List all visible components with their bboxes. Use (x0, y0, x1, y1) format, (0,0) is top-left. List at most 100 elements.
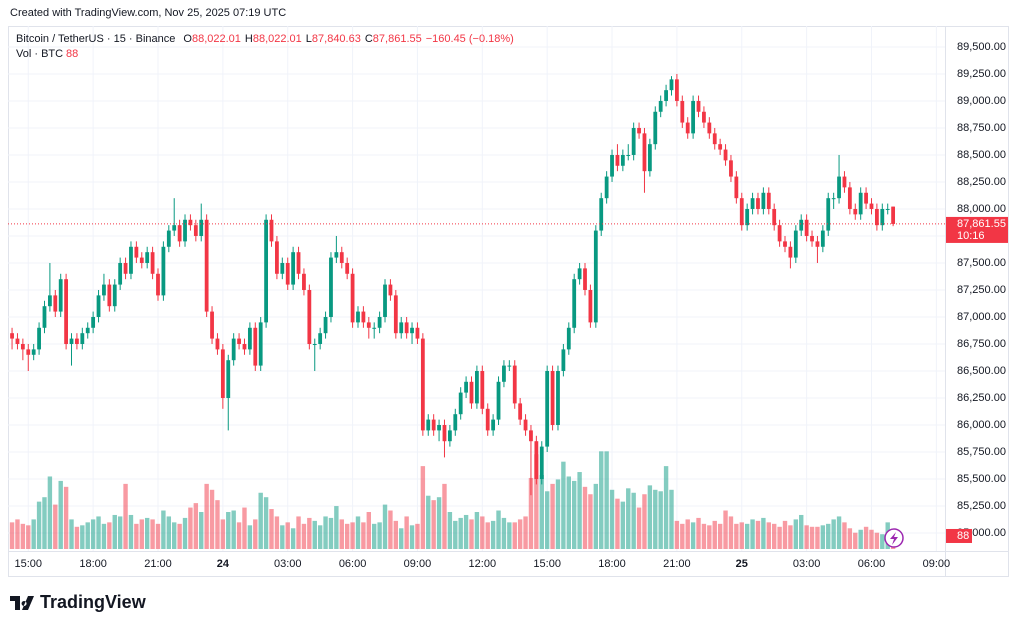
volume-bar (836, 516, 842, 549)
legend-change: −160.45 (−0.18%) (426, 33, 514, 45)
volume-bar (474, 512, 480, 549)
volume-bar (853, 532, 858, 549)
volume-bar (409, 525, 415, 549)
candle-body (637, 127, 641, 134)
volume-bar (577, 472, 582, 549)
candle-body (480, 370, 485, 409)
volume-bar (307, 517, 312, 549)
volume-bar (620, 501, 626, 549)
volume-bar (723, 510, 728, 549)
y-tick-label: 86,500.00 (957, 365, 1006, 377)
y-tick-label: 88,000.00 (957, 203, 1006, 215)
candle-body (783, 241, 787, 247)
candle-body (599, 198, 604, 231)
volume-bar (393, 520, 399, 549)
candle-body (458, 392, 463, 415)
volume-badge-label: 88 (957, 530, 969, 542)
volume-bar (571, 480, 577, 549)
x-tick-label: 12:00 (469, 558, 497, 570)
candle-body (442, 425, 447, 442)
volume-bar (496, 510, 501, 549)
candle-body (577, 268, 582, 280)
candle-body (820, 230, 825, 247)
x-tick-label: 18:00 (79, 558, 107, 570)
x-tick-label: 21:00 (144, 558, 172, 570)
candles (10, 73, 896, 496)
volume-bar (858, 529, 863, 549)
volume-bar (204, 483, 209, 549)
volume-value: 88 (66, 48, 78, 60)
candle-body (426, 419, 431, 431)
x-tick-label: 21:00 (663, 558, 691, 570)
candle-body (177, 225, 182, 242)
candle-body (604, 176, 609, 199)
volume-bar (750, 519, 755, 549)
volume-bar (485, 522, 490, 549)
volume-bar (869, 529, 874, 549)
volume-bar (528, 477, 534, 549)
symbol: Bitcoin / TetherUS · 15 · Binance (16, 33, 175, 45)
volume-bar (328, 517, 334, 549)
candle-body (447, 430, 452, 442)
candle-body (518, 403, 523, 420)
legend-value: 87,840.63 (312, 33, 361, 45)
candle-body (161, 246, 166, 296)
volume-bar (399, 528, 404, 549)
volume-bar (339, 519, 344, 549)
volume-bar (777, 526, 782, 549)
volume-bar (296, 516, 301, 549)
last-price-box (946, 216, 1008, 243)
volume-bar (501, 517, 507, 549)
candle-body (512, 365, 517, 404)
volume-bar (334, 506, 339, 549)
candle-body (588, 289, 593, 323)
candle-body (891, 206, 896, 224)
candle-body (280, 262, 285, 274)
candle-body (815, 241, 820, 247)
volume-bar (636, 507, 642, 549)
candle-body (750, 198, 755, 209)
candle-body (804, 219, 809, 236)
candle-body (247, 327, 252, 350)
candle-body (529, 430, 533, 442)
volume-bar (458, 517, 463, 549)
volume-bar (539, 475, 544, 549)
y-tick-label: 87,250.00 (957, 284, 1006, 296)
candle-body (853, 208, 858, 215)
candle-body (793, 230, 798, 258)
candle-body (469, 381, 474, 404)
volume-bar (447, 512, 453, 549)
volume-bar (701, 523, 707, 549)
candle-body (334, 252, 339, 258)
candle-body (674, 79, 679, 101)
volume-bar (863, 526, 869, 549)
candle-body (864, 192, 868, 204)
candle-body (85, 327, 90, 334)
candle-body (377, 316, 382, 328)
legend-value: 88,022.01 (253, 33, 302, 45)
candle-body (107, 284, 112, 307)
volume-bar (712, 520, 717, 549)
candle-body (220, 349, 225, 398)
legend-key: O (183, 33, 192, 45)
candle-body (112, 284, 117, 307)
legend-key: H (245, 33, 253, 45)
volume-bar (415, 523, 420, 549)
volume-bar (809, 526, 815, 549)
candle-body (729, 160, 733, 177)
volume-bar (842, 522, 847, 549)
candle-body (702, 111, 706, 123)
candle-body (669, 79, 674, 91)
candle-body (96, 295, 101, 317)
candle-body (653, 111, 658, 145)
volume-bar (285, 522, 290, 549)
candle-body (102, 284, 106, 296)
candle-body (475, 370, 479, 404)
volume-bar (96, 516, 101, 549)
volume-bar (690, 522, 696, 549)
candle-body (766, 192, 771, 209)
candle-body (756, 198, 760, 209)
volume-bar (107, 522, 112, 549)
candle-body (350, 273, 355, 323)
volume-bar (193, 503, 199, 549)
